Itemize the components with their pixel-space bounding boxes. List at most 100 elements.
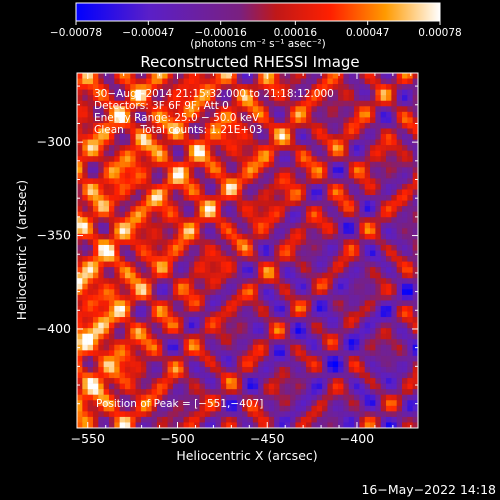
heatmap-cell <box>151 333 158 340</box>
heatmap-cell <box>172 244 179 251</box>
heatmap-cell <box>226 289 232 296</box>
heatmap-cell <box>391 256 397 262</box>
heatmap-cell <box>311 317 318 323</box>
heatmap-cell <box>92 78 99 85</box>
heatmap-cell <box>274 333 280 340</box>
heatmap-cell <box>412 106 418 113</box>
heatmap-cell <box>103 322 110 329</box>
heatmap-cell <box>252 289 259 296</box>
heatmap-cell <box>231 389 238 396</box>
heatmap-cell <box>220 222 227 229</box>
heatmap-cell <box>348 339 355 346</box>
heatmap-cell <box>359 84 366 90</box>
heatmap-cell <box>311 217 318 224</box>
heatmap-cell <box>375 145 382 151</box>
heatmap-cell <box>274 222 280 229</box>
heatmap-cell <box>332 156 339 163</box>
heatmap-cell <box>119 294 126 301</box>
heatmap-cell <box>162 150 168 157</box>
heatmap-cell <box>124 222 131 229</box>
heatmap-cell <box>407 222 413 229</box>
heatmap-cell <box>215 317 222 323</box>
heatmap-cell <box>199 239 206 246</box>
heatmap-cell <box>194 134 200 140</box>
heatmap-cell <box>380 150 387 157</box>
heatmap-cell <box>396 389 403 396</box>
heatmap-cell <box>258 339 264 346</box>
heatmap-cell <box>402 378 408 384</box>
heatmap-cell <box>226 167 232 174</box>
heatmap-cell <box>146 389 152 396</box>
heatmap-cell <box>87 333 94 340</box>
heatmap-cell <box>114 416 120 423</box>
heatmap-cell <box>140 383 147 390</box>
heatmap-cell <box>412 111 418 118</box>
heatmap-cell <box>156 128 163 135</box>
heatmap-cell <box>146 405 152 412</box>
heatmap-cell <box>215 233 222 240</box>
heatmap-cell <box>188 89 195 96</box>
heatmap-cell <box>183 328 190 335</box>
heatmap-cell <box>215 100 222 107</box>
heatmap-cell <box>82 289 88 296</box>
heatmap-cell <box>396 233 403 240</box>
heatmap-cell <box>178 89 184 96</box>
heatmap-cell <box>290 167 296 174</box>
heatmap-cell <box>338 411 344 418</box>
heatmap-cell <box>114 278 120 285</box>
annotation-energy-range: Energy Range: 25.0 − 50.0 keV <box>94 112 260 124</box>
heatmap-cell <box>98 411 104 418</box>
heatmap-cell <box>343 89 350 96</box>
heatmap-cell <box>135 289 142 296</box>
heatmap-cell <box>332 122 339 129</box>
heatmap-cell <box>119 228 126 235</box>
heatmap-cell <box>103 372 110 379</box>
heatmap-cell <box>231 333 238 340</box>
heatmap-cell <box>348 300 355 307</box>
heatmap-cell <box>130 267 136 273</box>
heatmap-cell <box>124 283 131 290</box>
heatmap-cell <box>215 95 222 102</box>
heatmap-cell <box>380 272 387 279</box>
heatmap-cell <box>140 317 147 323</box>
heatmap-cell <box>188 350 195 357</box>
heatmap-cell <box>194 328 200 335</box>
heatmap-cell <box>370 416 376 423</box>
heatmap-cell <box>252 400 259 407</box>
heatmap-cell <box>231 305 238 312</box>
heatmap-cell <box>370 278 376 285</box>
heatmap-cell <box>108 278 115 285</box>
heatmap-cell <box>242 311 248 318</box>
heatmap-cell <box>295 73 302 79</box>
heatmap-cell <box>226 339 232 346</box>
heatmap-cell <box>114 378 120 384</box>
heatmap-cell <box>130 200 136 207</box>
heatmap-cell <box>242 206 248 212</box>
annotation-detectors: Detectors: 3F 6F 9F, Att 0 <box>94 100 229 112</box>
heatmap-cell <box>295 305 302 312</box>
heatmap-cell <box>151 328 158 335</box>
heatmap-cell <box>284 195 291 201</box>
heatmap-cell <box>263 172 270 179</box>
heatmap-cell <box>300 378 307 384</box>
heatmap-cell <box>380 267 387 273</box>
heatmap-cell <box>386 405 392 412</box>
heatmap-cell <box>178 206 184 212</box>
heatmap-cell <box>338 233 344 240</box>
heatmap-cell <box>135 206 142 212</box>
heatmap-cell <box>364 100 371 107</box>
heatmap-cell <box>215 250 222 257</box>
heatmap-cell <box>135 156 142 163</box>
heatmap-cell <box>204 206 211 212</box>
heatmap-cell <box>386 95 392 102</box>
heatmap-cell <box>119 73 126 79</box>
heatmap-cell <box>412 378 418 384</box>
heatmap-cell <box>364 95 371 102</box>
heatmap-cell <box>178 305 184 312</box>
heatmap-cell <box>98 400 104 407</box>
heatmap-cell <box>391 211 397 218</box>
heatmap-cell <box>402 350 408 357</box>
heatmap-cell <box>204 322 211 329</box>
heatmap-cell <box>375 350 382 357</box>
heatmap-cell <box>386 278 392 285</box>
